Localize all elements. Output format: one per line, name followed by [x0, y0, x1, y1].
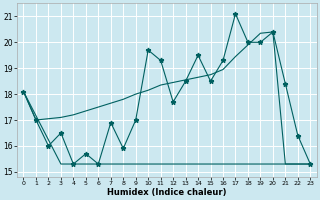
X-axis label: Humidex (Indice chaleur): Humidex (Indice chaleur)	[107, 188, 227, 197]
